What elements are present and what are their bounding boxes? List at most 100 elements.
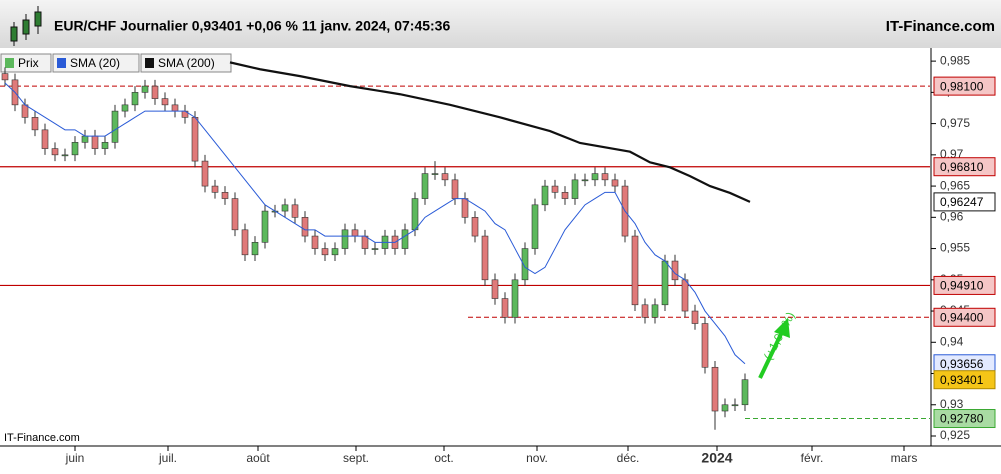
candle-body	[281, 204, 289, 212]
candle-body	[681, 279, 689, 312]
candle-body	[461, 198, 469, 218]
candle-body	[551, 185, 559, 193]
candle-body	[411, 198, 419, 231]
last-value-box-label: 0,93656	[940, 357, 984, 371]
candle-body	[521, 248, 529, 281]
y-tick-label: 0,96	[940, 209, 964, 223]
legend-label: SMA (20)	[70, 56, 120, 70]
candle-body	[121, 104, 129, 112]
candle-body	[691, 310, 699, 324]
candle-body	[481, 235, 489, 281]
candle-body	[221, 192, 229, 199]
candle-body	[61, 154, 69, 157]
candle-body	[261, 210, 269, 243]
candle-body	[421, 173, 429, 199]
candle-body	[291, 204, 299, 218]
candle-body	[651, 304, 659, 318]
candle-body	[641, 304, 649, 318]
legend-label: SMA (200)	[158, 56, 215, 70]
candle-body	[31, 117, 39, 131]
candle-body	[111, 110, 119, 143]
candle-body	[571, 179, 579, 199]
legend-label: Prix	[18, 56, 39, 70]
candle-body	[501, 298, 509, 318]
candle-body	[191, 117, 199, 162]
level-box	[933, 307, 996, 327]
candle-body	[601, 173, 609, 181]
candle-body	[351, 229, 359, 237]
candle-body	[81, 135, 89, 143]
level-box	[933, 157, 996, 177]
legend-swatch	[57, 58, 66, 68]
x-tick-label: oct.	[434, 451, 453, 465]
level-box-label: 0,96810	[940, 160, 984, 174]
candle-body	[591, 173, 599, 181]
level-box-label: 0,94910	[940, 279, 984, 293]
level-box-label: 0,92780	[940, 412, 984, 426]
level-box	[933, 275, 996, 295]
legend: Prix SMA (20) SMA (200)	[0, 53, 232, 73]
candle-body	[321, 248, 329, 256]
watermark: IT-Finance.com	[4, 432, 80, 444]
sma-line	[4, 82, 746, 365]
candle-body	[631, 235, 639, 306]
candle-body	[241, 229, 249, 256]
candle-body	[301, 217, 309, 237]
y-tick-label: 0,985	[940, 53, 970, 67]
y-tick-label: 0,925	[940, 428, 970, 442]
level-box-label: 0,94400	[940, 310, 984, 324]
legend-item	[52, 53, 140, 73]
candle-body	[131, 92, 139, 106]
candle-body	[331, 248, 339, 256]
chart-title: EUR/CHF Journalier 0,93401 +0,06 % 11 ja…	[54, 18, 450, 34]
y-tick-label: 0,94	[940, 334, 964, 348]
candle-body	[41, 129, 49, 149]
brand: IT-Finance.com	[886, 18, 995, 35]
candle-body	[721, 404, 729, 412]
candle-body	[151, 85, 159, 99]
x-tick-label: juil.	[158, 451, 177, 465]
last-value-box-label: 0,96247	[940, 195, 984, 209]
x-tick-label: mars	[891, 451, 918, 465]
x-tick-label: févr.	[801, 451, 824, 465]
level-box	[933, 409, 996, 429]
candle-body	[231, 198, 239, 231]
candle-body	[211, 185, 219, 193]
x-tick-label: déc.	[617, 451, 640, 465]
candle-body	[161, 98, 169, 106]
y-tick-label: 0,975	[940, 116, 970, 130]
candle-body	[71, 142, 79, 156]
y-tick-label: 0,93	[940, 397, 964, 411]
candle-body	[251, 242, 259, 256]
candle-body	[531, 204, 539, 249]
candle-body	[581, 179, 589, 182]
y-tick-label: 0,955	[940, 241, 970, 255]
candle-body	[431, 173, 439, 175]
last-price-box	[933, 370, 996, 390]
candle-body	[451, 179, 459, 199]
x-tick-label: sept.	[343, 451, 369, 465]
x-tick-label: 2024	[701, 450, 732, 466]
candle-body	[711, 366, 719, 412]
candle-body	[741, 379, 749, 406]
candle-body	[371, 248, 379, 250]
candle-body	[731, 404, 739, 407]
candle-body	[701, 323, 709, 368]
legend-swatch	[5, 58, 14, 68]
x-tick-label: juin	[65, 451, 85, 465]
candle-body	[611, 179, 619, 187]
last-price-box-label: 0,93401	[940, 373, 984, 387]
candle-body	[91, 135, 99, 149]
candle-body	[471, 217, 479, 237]
candle-body	[541, 185, 549, 206]
candle-body	[51, 148, 59, 156]
y-tick-label: 0,965	[940, 178, 970, 192]
x-tick-label: nov.	[526, 451, 548, 465]
logo	[10, 6, 42, 46]
level-box-label: 0,98100	[940, 79, 984, 93]
header	[0, 0, 1001, 48]
candle-body	[1, 73, 9, 81]
x-tick-label: août	[246, 451, 270, 465]
